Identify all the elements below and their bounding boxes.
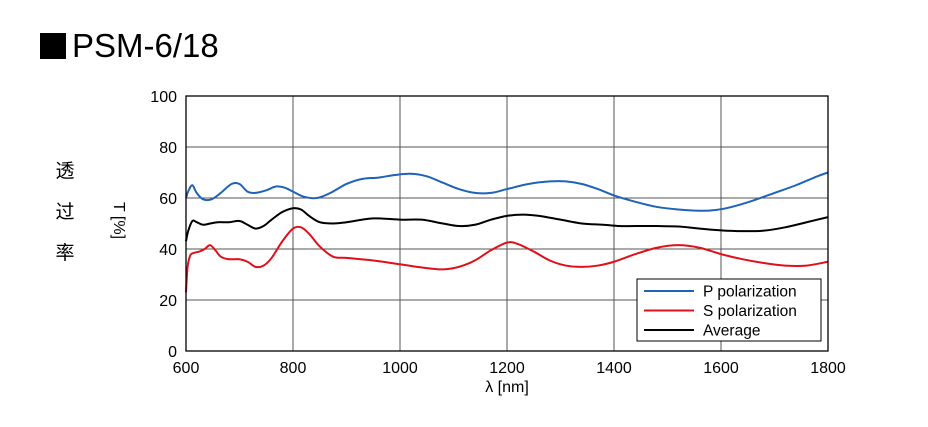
y-tick-label-80: 80 xyxy=(159,140,177,157)
y-tick-label-60: 60 xyxy=(159,191,177,208)
x-tick-label-1200: 1200 xyxy=(489,360,525,377)
y-axis-label: T [%] xyxy=(110,202,127,239)
grid-lines xyxy=(186,96,828,351)
side-label-char-1: 透 xyxy=(55,160,75,182)
title-square-bullet-icon xyxy=(40,33,66,59)
series-line-s-polarization xyxy=(185,225,829,293)
legend-label-s-polarization: S polarization xyxy=(703,303,797,320)
y-tick-label-100: 100 xyxy=(150,89,177,106)
y-tick-label-40: 40 xyxy=(159,242,177,259)
side-label-char-3: 率 xyxy=(55,242,75,264)
plot-frame xyxy=(185,95,829,352)
side-label-char-2: 过 xyxy=(55,201,75,223)
chart-title: PSM-6/18 xyxy=(72,27,219,64)
transmittance-side-label: 透 过 率 xyxy=(52,162,78,285)
x-tick-label-1600: 1600 xyxy=(703,360,739,377)
legend-label-p-polarization: P polarization xyxy=(703,284,797,301)
x-tick-label-1800: 1800 xyxy=(810,360,846,377)
y-tick-label-0: 0 xyxy=(168,344,177,361)
x-tick-label-1400: 1400 xyxy=(596,360,632,377)
series-line-average xyxy=(185,207,829,242)
tick-labels: 600 800 1000 1200 1400 1600 1800 0 20 40 60 80 100 xyxy=(150,89,846,377)
x-tick-label-800: 800 xyxy=(280,360,307,377)
legend-label-average: Average xyxy=(703,323,760,340)
y-tick-label-20: 20 xyxy=(159,293,177,310)
series-lines xyxy=(185,171,829,293)
x-tick-label-600: 600 xyxy=(173,360,200,377)
series-line-p-polarization xyxy=(185,171,829,212)
x-tick-label-1000: 1000 xyxy=(382,360,418,377)
x-axis-label: λ [nm] xyxy=(485,379,529,396)
legend: P polarization S polarization Average xyxy=(636,278,822,342)
chart-title-block: PSM-6/18 xyxy=(40,26,219,66)
